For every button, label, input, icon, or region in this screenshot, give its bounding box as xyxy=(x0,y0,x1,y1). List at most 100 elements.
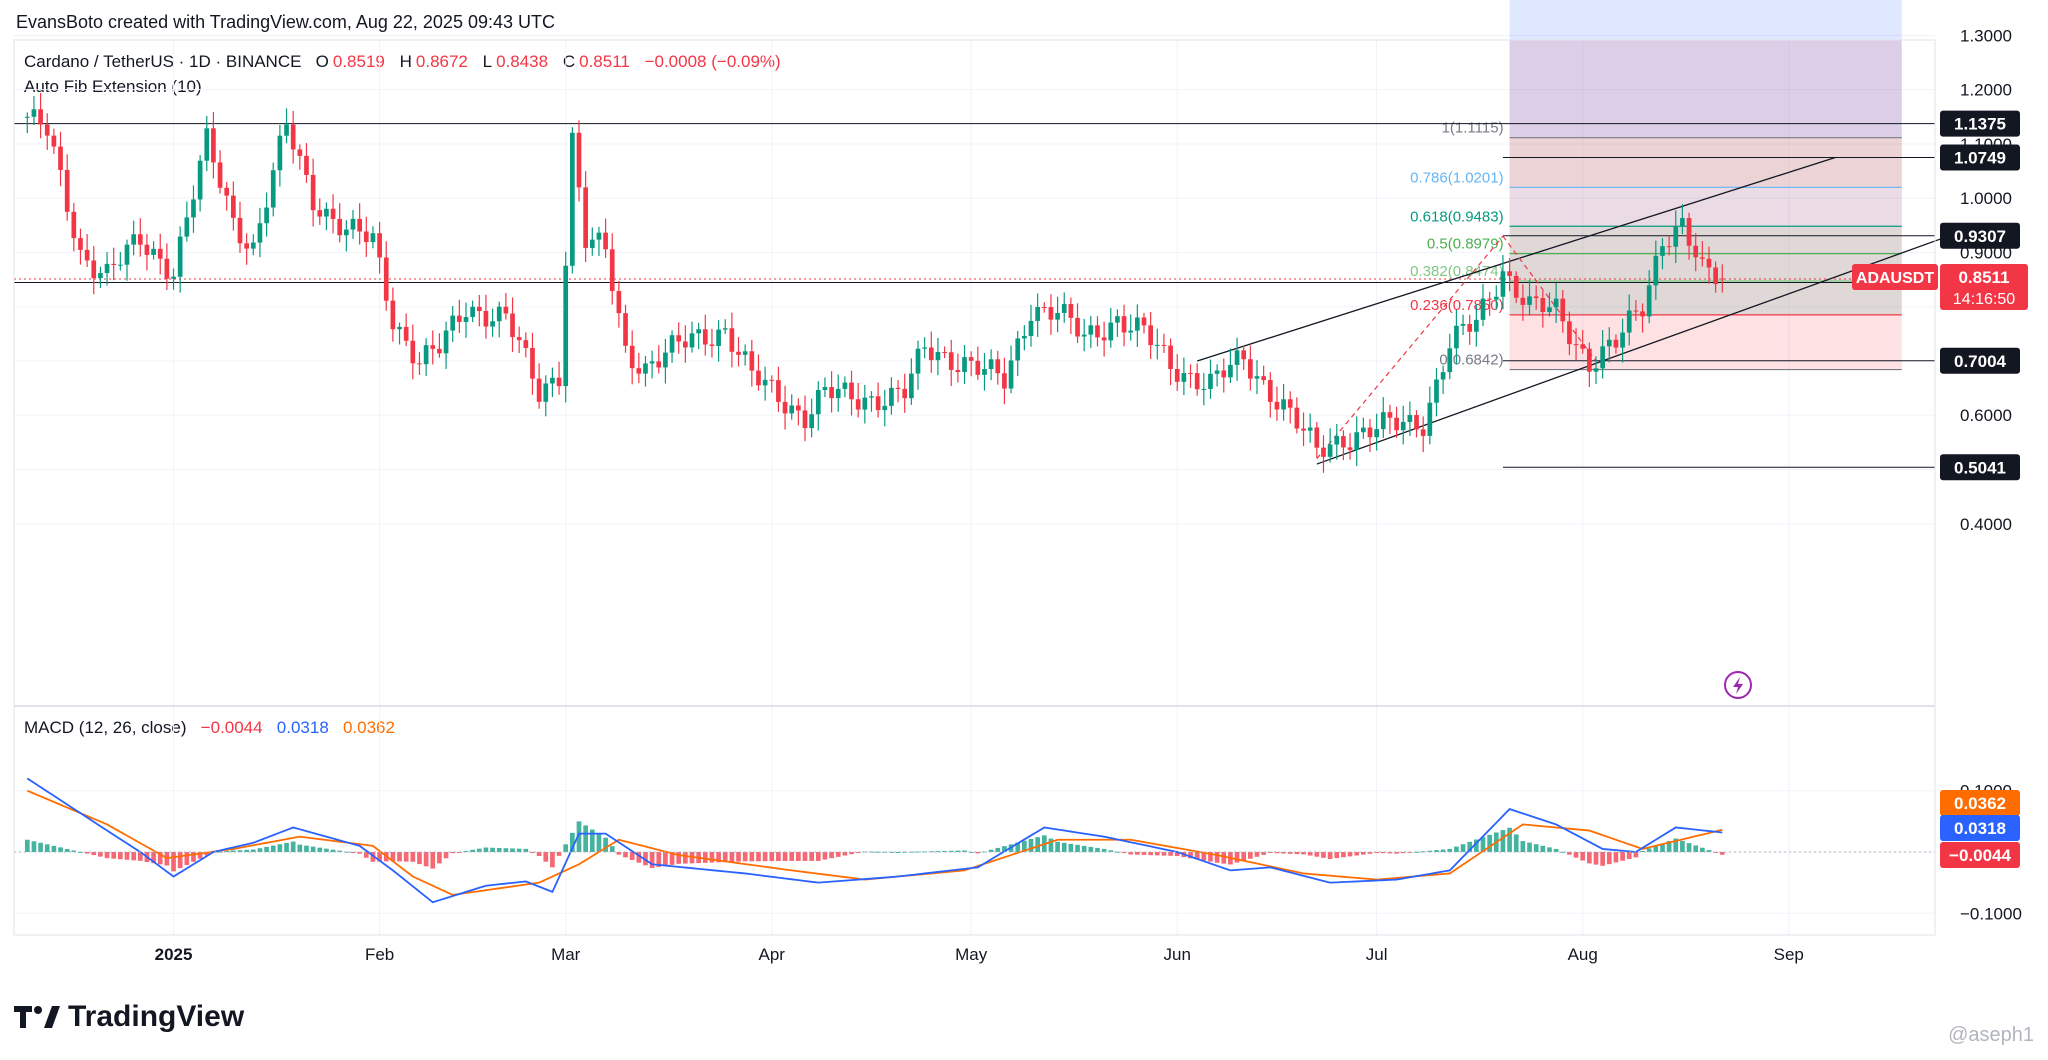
macd-histogram-bar xyxy=(1334,852,1340,859)
candle-body xyxy=(1460,323,1466,326)
macd-histogram-bar xyxy=(1354,852,1360,856)
macd-histogram-bar xyxy=(1613,852,1619,863)
macd-histogram-bar xyxy=(118,852,123,860)
macd-histogram-bar xyxy=(1174,852,1180,857)
price-chart[interactable]: 1.618(1.3756)1(1.1115)0.786(1.0201)0.618… xyxy=(0,0,2048,990)
macd-histogram-bar xyxy=(942,850,947,852)
high-label: H xyxy=(399,52,412,71)
macd-histogram-bar xyxy=(51,845,57,852)
candle-body xyxy=(1121,316,1127,333)
macd-histogram-bar xyxy=(124,852,130,860)
candle-body xyxy=(1055,312,1060,320)
open-label: O xyxy=(315,52,329,71)
macd-histogram-bar xyxy=(1002,846,1007,852)
macd-histogram-bar xyxy=(889,851,894,853)
y-tick-label: 1.0000 xyxy=(1960,189,2012,208)
candle-body xyxy=(1248,359,1253,379)
macd-histogram-bar xyxy=(397,852,402,862)
candle-body xyxy=(1307,427,1313,431)
candle-body xyxy=(290,124,296,150)
macd-histogram-bar xyxy=(1161,852,1167,856)
candle-body xyxy=(769,379,775,381)
candle-body xyxy=(1533,296,1539,299)
candle-body xyxy=(616,291,622,314)
close-value: 0.8511 xyxy=(579,52,630,71)
candle-body xyxy=(1287,399,1293,408)
macd-badge-label: −0.0044 xyxy=(1949,846,2011,865)
macd-histogram-bar xyxy=(350,852,356,853)
macd-histogram-bar xyxy=(1154,852,1160,856)
macd-histogram-bar xyxy=(463,850,469,852)
fib-label: 0.5(0.8979) xyxy=(1427,236,1504,253)
macd-histogram-bar xyxy=(683,852,688,864)
candle-body xyxy=(1008,360,1014,389)
macd-histogram-bar xyxy=(423,852,429,867)
macd-histogram-bar xyxy=(1287,852,1293,854)
candle-body xyxy=(1188,373,1193,375)
candle-body xyxy=(1035,307,1040,321)
indicator-legend[interactable]: Auto Fib Extension (10) xyxy=(24,77,202,96)
macd-histogram-bar xyxy=(742,852,748,862)
macd-histogram-bar xyxy=(1301,852,1306,855)
macd-histogram-bar xyxy=(1188,852,1193,859)
macd-histogram-bar xyxy=(1208,852,1213,862)
candle-body xyxy=(177,236,183,277)
candle-body xyxy=(1115,316,1120,323)
candle-body xyxy=(589,239,595,248)
candle-body xyxy=(829,387,834,399)
candle-body xyxy=(1281,399,1286,410)
macd-histogram-bar xyxy=(822,852,828,860)
candle-body xyxy=(1706,258,1712,268)
low-value: 0.8438 xyxy=(496,52,549,71)
candle-body xyxy=(862,397,868,410)
macd-histogram-bar xyxy=(1201,852,1207,861)
y-tick-label: 0.4000 xyxy=(1960,515,2012,534)
candle-body xyxy=(277,135,283,171)
macd-histogram-bar xyxy=(649,852,655,869)
macd-histogram-bar xyxy=(1460,844,1466,852)
macd-histogram-bar xyxy=(1261,852,1266,855)
macd-histogram-bar xyxy=(536,852,542,856)
candle-body xyxy=(1420,429,1426,436)
macd-histogram-bar xyxy=(1380,852,1386,854)
symbol-name[interactable]: Cardano / TetherUS · 1D · BINANCE xyxy=(24,52,302,71)
macd-histogram-bar xyxy=(702,852,708,863)
tradingview-logo[interactable]: TradingView xyxy=(14,1000,244,1034)
candle-body xyxy=(483,310,489,327)
macd-histogram-bar xyxy=(1022,840,1027,852)
macd-histogram-bar xyxy=(663,852,668,866)
candle-body xyxy=(1394,417,1399,431)
macd-histogram-bar xyxy=(928,851,934,853)
candle-body xyxy=(510,313,515,338)
candle-body xyxy=(1547,307,1552,313)
x-tick-label: Jun xyxy=(1164,945,1191,964)
candle-body xyxy=(1633,310,1639,312)
candle-body xyxy=(1294,407,1300,429)
macd-histogram-bar xyxy=(151,852,156,864)
macd-histogram-bar xyxy=(1527,842,1532,852)
macd-histogram-bar xyxy=(550,852,555,868)
macd-histogram-bar xyxy=(250,849,256,852)
candle-body xyxy=(383,257,389,301)
candle-body xyxy=(91,260,97,279)
candle-body xyxy=(669,335,675,353)
candle-body xyxy=(1341,436,1346,448)
candle-body xyxy=(1693,245,1699,258)
macd-line-value: 0.0318 xyxy=(276,718,329,737)
macd-histogram-bar xyxy=(736,852,741,862)
macd-histogram-bar xyxy=(1321,852,1326,858)
macd-histogram-bar xyxy=(589,829,595,852)
macd-histogram-bar xyxy=(1095,847,1100,852)
macd-y-tick-label: −0.1000 xyxy=(1960,904,2022,923)
candle-body xyxy=(503,306,509,314)
macd-histogram-bar xyxy=(1673,838,1679,852)
fib-anchor-line xyxy=(1502,235,1597,362)
candle-body xyxy=(1002,373,1007,389)
macd-line xyxy=(26,777,1723,904)
macd-histogram-bar xyxy=(357,852,362,854)
macd-name[interactable]: MACD (12, 26, close) xyxy=(24,718,187,737)
candle-body xyxy=(344,229,349,236)
macd-histogram-bar xyxy=(669,852,675,865)
price-badge xyxy=(1940,144,2020,171)
macd-histogram-bar xyxy=(1048,838,1054,852)
